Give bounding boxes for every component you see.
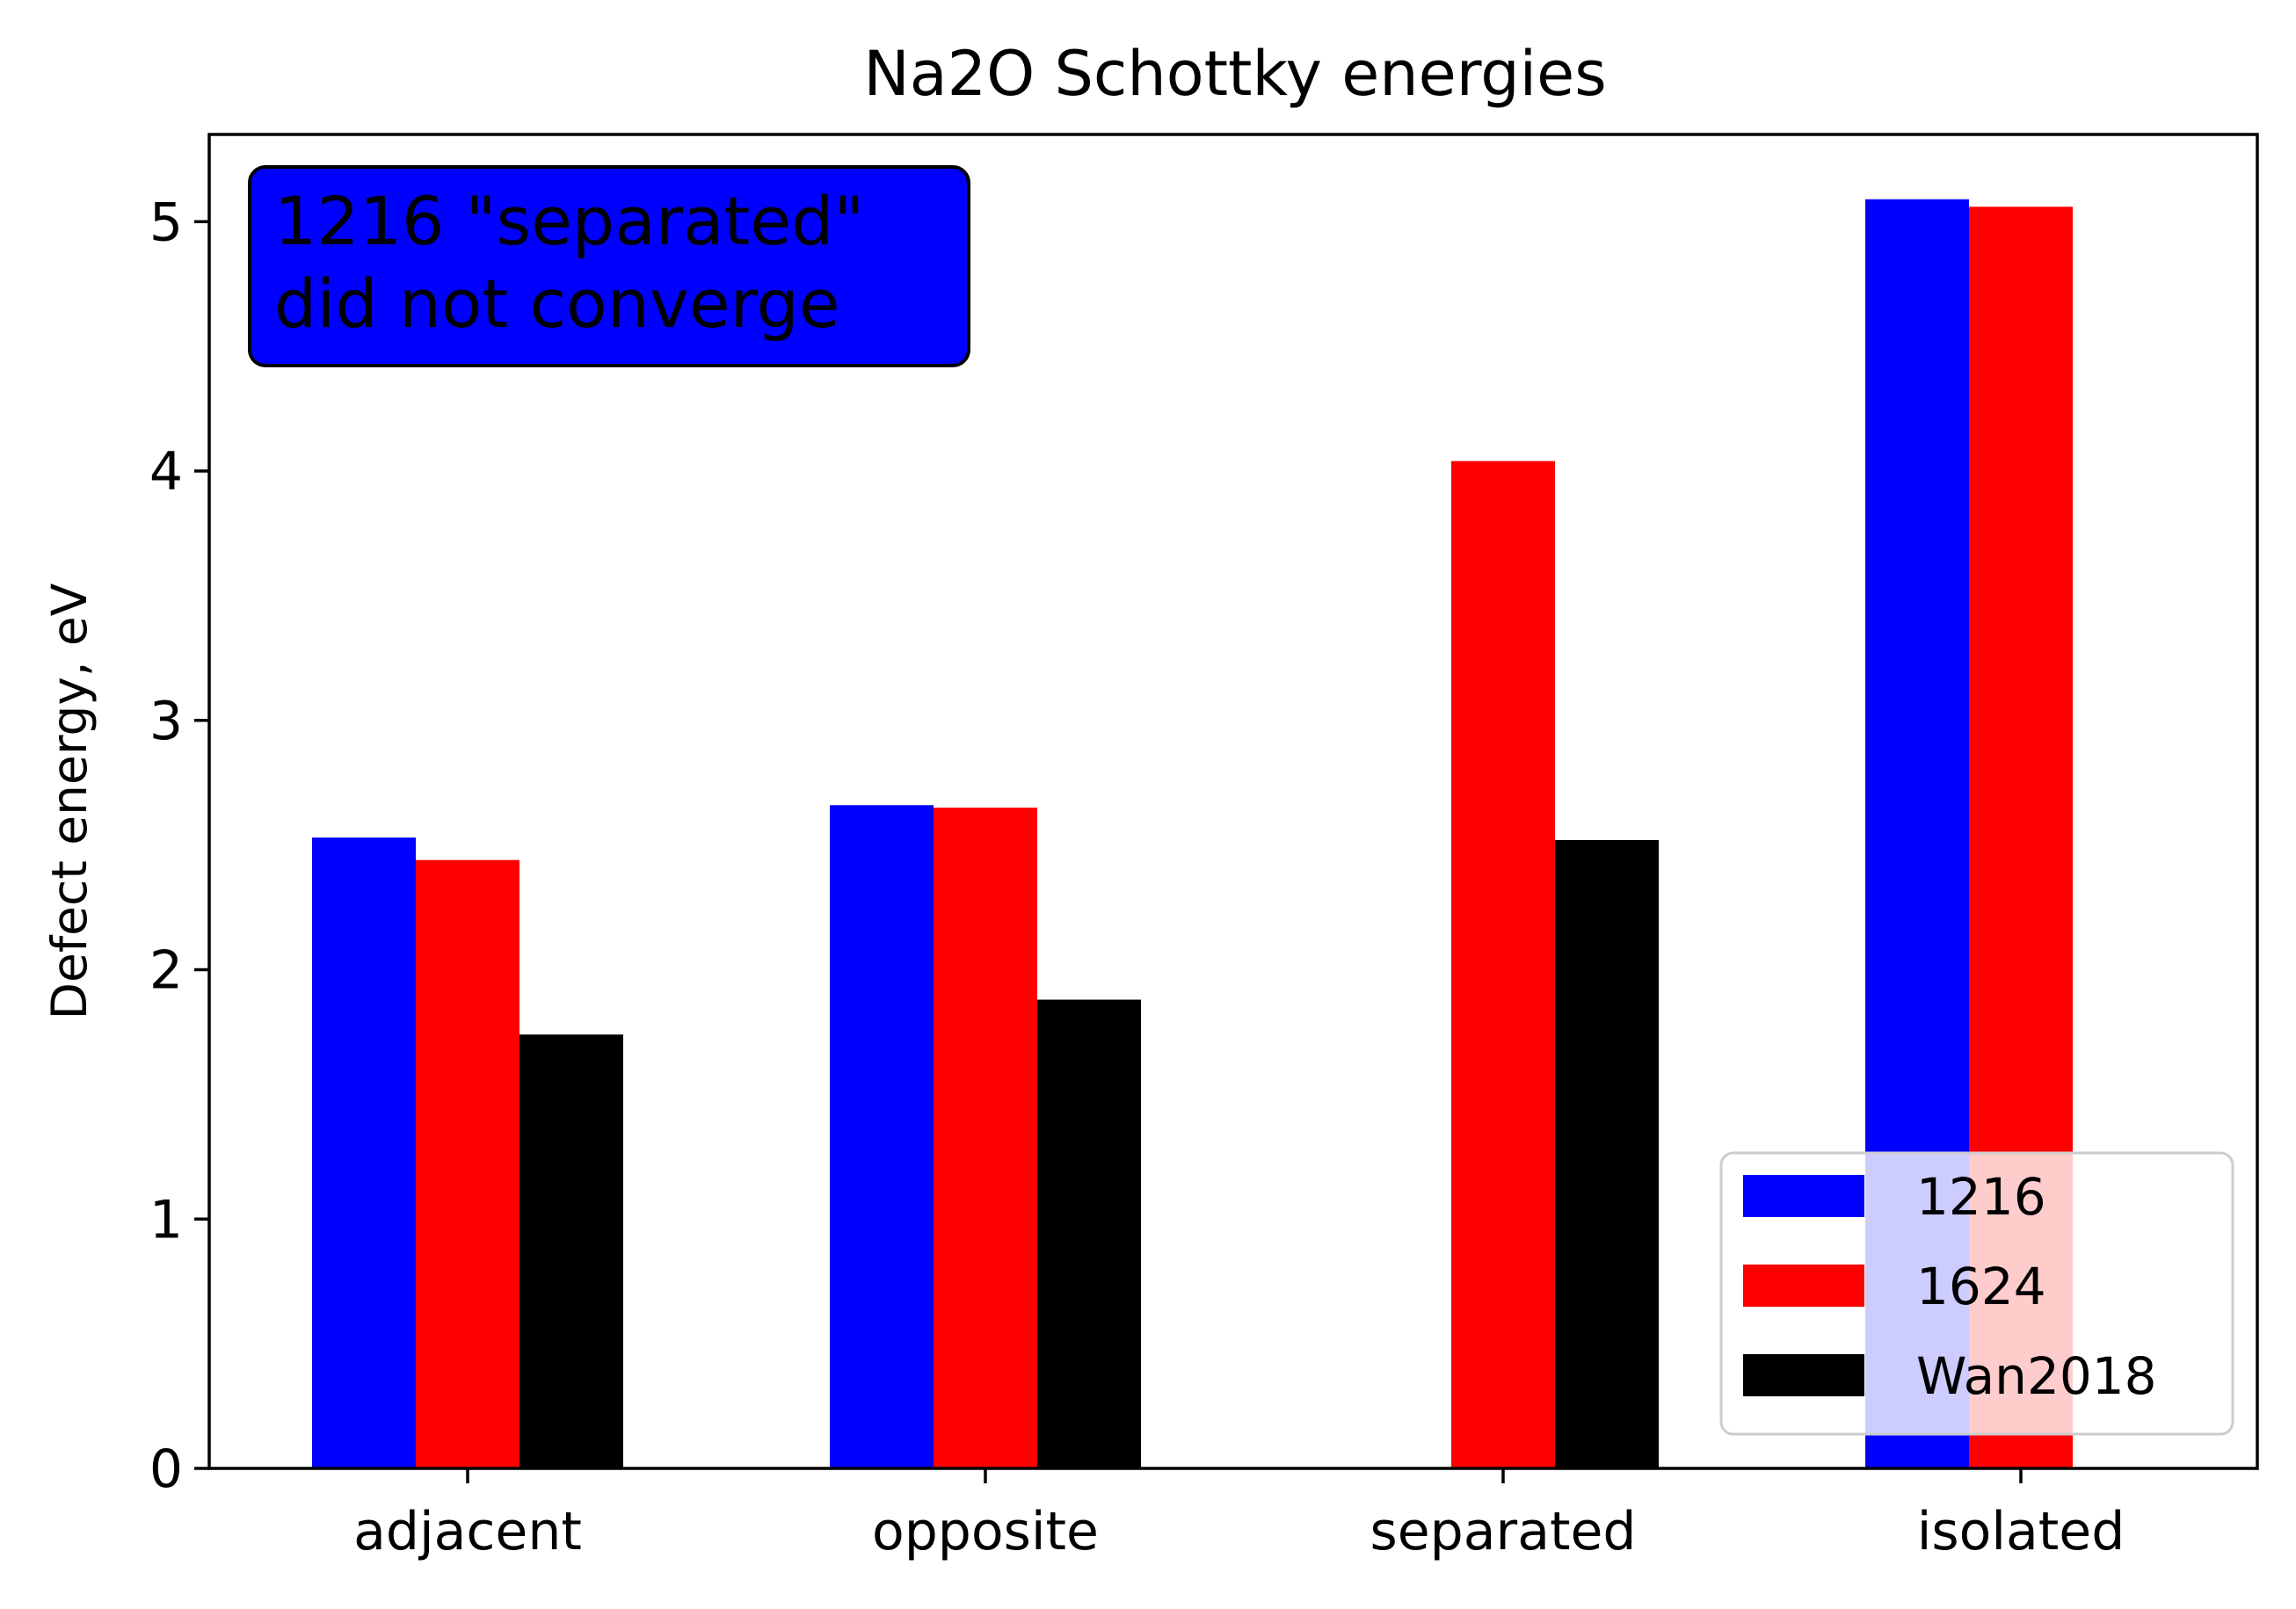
bar-1624-adjacent	[416, 859, 520, 1468]
y-tick-label-3: 3	[149, 691, 183, 752]
bar-Wan2018-adjacent	[520, 1034, 623, 1468]
bar-1216-adjacent	[312, 837, 416, 1468]
legend-label-1624: 1624	[1916, 1257, 2046, 1316]
bar-1624-opposite	[934, 808, 1037, 1468]
y-tick-label-2: 2	[149, 940, 183, 1002]
x-tick-label-isolated: isolated	[1917, 1501, 2125, 1562]
plot-frame	[207, 133, 2259, 1470]
y-tick-label-4: 4	[149, 441, 183, 503]
legend-swatch-1624	[1743, 1265, 1864, 1307]
legend-label-1216: 1216	[1916, 1167, 2046, 1227]
x-tick-label-opposite: opposite	[872, 1501, 1099, 1562]
y-tick-label-5: 5	[149, 192, 183, 253]
bar-1216-opposite	[830, 805, 934, 1468]
bar-Wan2018-separated	[1555, 839, 1659, 1468]
chart-title: Na2O Schottky energies	[863, 38, 1606, 110]
bar-1624-separated	[1451, 460, 1555, 1468]
legend-swatch-1216	[1743, 1175, 1864, 1217]
bars-group	[312, 199, 2073, 1468]
legend-swatch-Wan2018	[1743, 1354, 1864, 1396]
y-tick-label-0: 0	[149, 1439, 183, 1500]
y-tick-label-1: 1	[149, 1189, 183, 1250]
annotation-line-1: 1216 "separated"	[274, 182, 864, 260]
bar-Wan2018-opposite	[1037, 999, 1141, 1468]
x-axis: adjacent opposite separated isolated	[353, 1468, 2125, 1562]
y-axis: 0 1 2 3 4 5	[149, 192, 209, 1500]
annotation-line-2: did not converge	[274, 265, 839, 343]
annotation-box: 1216 "separated" did not converge	[248, 165, 970, 367]
legend: 1216 1624 Wan2018	[1719, 1151, 2234, 1436]
legend-label-Wan2018: Wan2018	[1916, 1346, 2157, 1406]
x-tick-label-separated: separated	[1370, 1501, 1637, 1562]
annotation-background	[248, 165, 970, 367]
y-axis-label: Defect energy, eV	[41, 583, 98, 1019]
x-tick-label-adjacent: adjacent	[353, 1501, 582, 1562]
